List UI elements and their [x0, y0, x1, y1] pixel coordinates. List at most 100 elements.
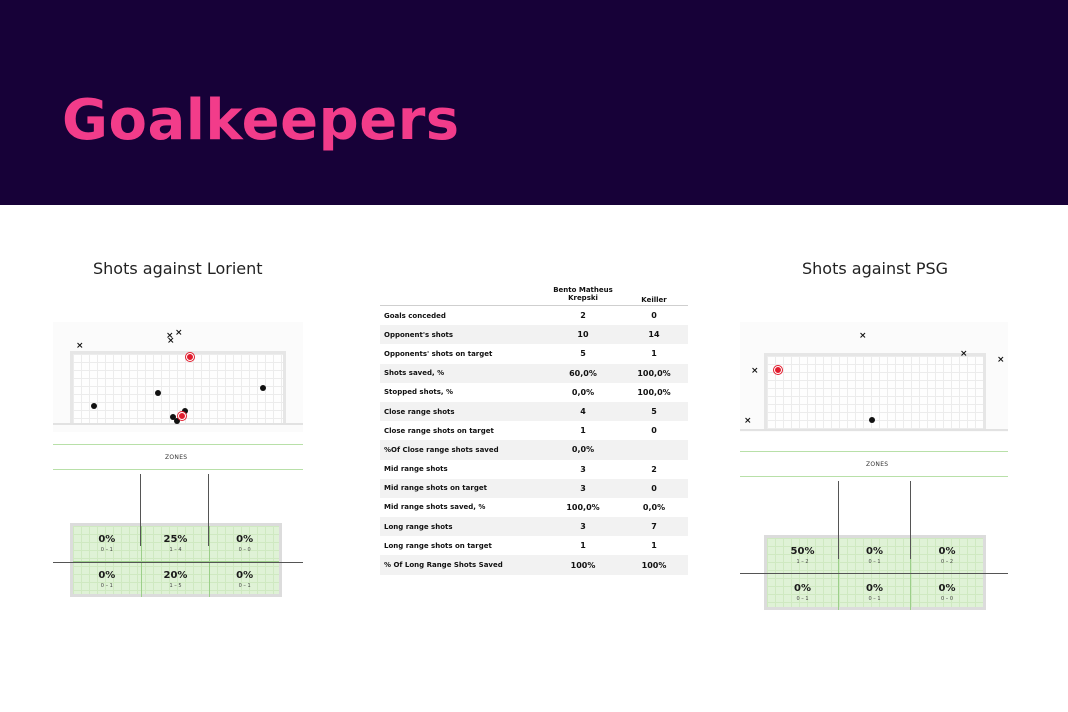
row-label: Stopped shots, % [384, 388, 453, 397]
row-value-keiller: 100% [641, 560, 667, 570]
zone-percent: 0% [236, 569, 254, 581]
row-label: Close range shots on target [384, 426, 494, 435]
right-zones-map: ZONES 50% 1 – 2 0% 0 – 1 0% 0 – 2 0% 0 – 1 0… [740, 451, 1008, 611]
row-value-bento: 0,0% [571, 387, 595, 397]
shot-off-target-marker: × [751, 366, 759, 376]
row-label: Shots saved, % [384, 369, 445, 378]
row-label: Long range shots on target [384, 541, 492, 550]
zone-percent: 0% [938, 582, 956, 594]
shot-saved-marker [260, 385, 266, 391]
zone-cell: 20% 1 – 5 [142, 561, 211, 597]
table-row: % Of Long Range Shots Saved 100% 100% [380, 555, 688, 575]
table-row: Goals conceded 2 0 [380, 306, 688, 325]
zones-divider [53, 444, 303, 445]
row-label: Mid range shots [384, 465, 448, 474]
shot-saved-marker [91, 403, 97, 409]
row-value-keiller: 2 [651, 464, 657, 474]
table-row: Mid range shots on target 3 0 [380, 478, 688, 498]
row-value-bento: 1 [580, 426, 586, 436]
shot-saved-marker [174, 418, 180, 424]
shot-off-target-marker: × [960, 349, 968, 359]
zone-fraction: 0 – 1 [796, 595, 809, 602]
zone-percent: 0% [938, 546, 956, 557]
shot-off-target-marker: × [166, 331, 174, 341]
row-label: Mid range shots saved, % [384, 503, 486, 512]
zone-cell: 0% 0 – 1 [767, 574, 839, 610]
table-row: Shots saved, % 60,0% 100,0% [380, 363, 688, 383]
row-value-bento: 3 [580, 483, 586, 493]
row-value-bento: 1 [580, 541, 586, 551]
zones-grid: 50% 1 – 2 0% 0 – 1 0% 0 – 2 0% 0 – 1 0% 0 – 1… [767, 538, 983, 610]
row-value-keiller: 5 [651, 407, 657, 417]
zone-percent: 25% [163, 533, 188, 545]
row-value-bento: 4 [580, 407, 586, 417]
table-row: Long range shots 3 7 [380, 517, 688, 537]
page-header: Goalkeepers [0, 0, 1068, 205]
table-body: Goals conceded 2 0 Opponent's shots 10 14 Oppo… [380, 306, 688, 575]
shot-off-target-marker: × [744, 416, 752, 426]
shot-off-target-marker: × [76, 341, 84, 351]
header-spacer [380, 286, 546, 305]
table-row: Close range shots 4 5 [380, 401, 688, 422]
row-value-bento: 3 [580, 522, 586, 532]
row-label: Close range shots [384, 407, 455, 416]
zone-cell: 0% 0 – 1 [839, 574, 911, 610]
goal-ground-line [740, 429, 1008, 431]
zone-cell: 0% 0 – 1 [73, 561, 142, 597]
zone-divider-horizontal [740, 573, 1008, 574]
goal-ground-line [53, 423, 303, 425]
row-value-keiller: 1 [651, 349, 657, 359]
row-value-keiller: 0,0% [642, 502, 666, 512]
row-value-keiller: 1 [651, 541, 657, 551]
row-value-bento: 3 [580, 464, 586, 474]
zones-divider [740, 451, 1008, 452]
row-label: Opponent's shots [384, 330, 454, 339]
row-value-keiller: 14 [648, 330, 660, 340]
row-value-bento: 2 [580, 311, 586, 321]
row-value-bento: 60,0% [569, 368, 597, 378]
shot-off-target-marker: × [997, 355, 1005, 365]
table-row: Opponent's shots 10 14 [380, 325, 688, 345]
goal-scored-marker [178, 412, 186, 420]
zone-cell: 25% 1 – 4 [141, 526, 211, 562]
row-value-keiller: 100,0% [637, 368, 671, 378]
zone-percent: 0% [794, 582, 811, 594]
shot-off-target-marker: × [175, 328, 183, 338]
row-value-keiller: 100,0% [637, 387, 671, 397]
zone-percent: 0% [98, 569, 116, 581]
zone-divider-vertical [208, 474, 209, 546]
shot-saved-marker [170, 414, 176, 420]
row-label: Long range shots [384, 522, 453, 531]
zone-fraction: 0 – 1 [100, 582, 113, 589]
table-row: %Of Close range shots saved 0,0% [380, 440, 688, 460]
zone-divider-vertical [140, 474, 141, 546]
row-value-keiller: 0 [651, 426, 657, 436]
row-value-bento: 10 [577, 330, 589, 340]
zone-cell: 0% 0 – 0 [911, 574, 983, 610]
zone-fraction: 1 – 5 [169, 582, 182, 589]
row-value-bento: 5 [580, 349, 586, 359]
zones-goal-frame: 50% 1 – 2 0% 0 – 1 0% 0 – 2 0% 0 – 1 0% 0 – 1… [764, 535, 986, 610]
goalkeeper-stats-table: Bento Matheus Krepski Keiller Goals conc… [380, 286, 688, 575]
row-label: % Of Long Range Shots Saved [384, 561, 503, 570]
zone-cell: 50% 1 – 2 [767, 538, 839, 574]
zone-divider-vertical [910, 481, 911, 559]
left-goal-map: × × × × [53, 322, 303, 432]
shot-off-target-marker: × [167, 336, 175, 346]
zone-fraction: 0 – 0 [238, 546, 251, 553]
table-header: Bento Matheus Krepski Keiller [380, 286, 688, 306]
goal-scored-marker [774, 366, 782, 374]
zone-divider-horizontal [53, 562, 303, 563]
zones-divider [740, 476, 1008, 477]
row-label: %Of Close range shots saved [384, 445, 499, 454]
right-section-title: Shots against PSG [802, 259, 949, 278]
zones-label: ZONES [866, 461, 889, 468]
zone-cell: 0% 0 – 2 [911, 538, 983, 574]
right-goal-map: × × × × × [740, 322, 1008, 432]
zone-cell: 0% 0 – 1 [839, 538, 911, 574]
zone-fraction: 1 – 4 [169, 546, 182, 553]
table-row: Mid range shots 3 2 [380, 460, 688, 479]
zone-percent: 0% [98, 533, 116, 545]
zones-divider [53, 469, 303, 470]
goal-scored-marker [186, 353, 194, 361]
